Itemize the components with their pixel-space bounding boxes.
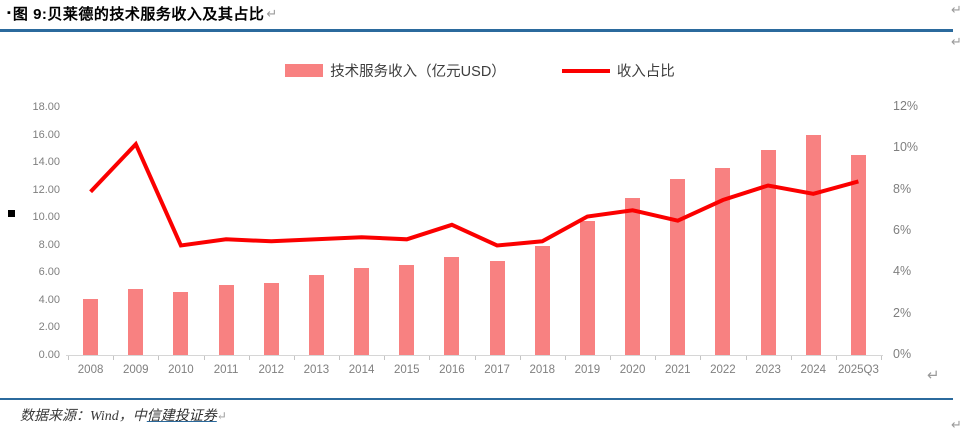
revenue-bar — [354, 268, 370, 355]
x-axis-category-label: 2020 — [619, 364, 646, 376]
figure-title-row: ▪ 图 9:贝莱德的技术服务收入及其占比 ↵ — [7, 3, 277, 24]
chart-plot-region: 18.00 16.00 14.00 12.00 10.00 8.00 6.00 4.00 2.0… — [0, 99, 960, 395]
revenue-bar — [308, 275, 324, 355]
left-axis-tick-label: 0.00 — [38, 349, 60, 361]
x-axis-tick — [68, 356, 69, 360]
x-axis-line — [66, 355, 883, 356]
legend-label: 收入占比 — [616, 64, 675, 80]
revenue-bar — [489, 261, 505, 355]
data-source-note: 数据来源：Wind，中信建投证券↵ — [20, 405, 227, 425]
revenue-bar — [715, 167, 731, 355]
revenue-bar — [670, 178, 686, 355]
x-axis-tick — [429, 356, 431, 360]
x-axis-tick — [564, 356, 566, 360]
chart-legend: 技术服务收入（亿元USD） 收入占比 — [0, 60, 960, 81]
x-axis-category-label: 2025Q3 — [837, 364, 879, 376]
paragraph-mark-icon: ↵ — [927, 367, 940, 384]
title-bullet-icon: ▪ — [7, 7, 11, 19]
right-axis-tick-label: 0% — [893, 347, 912, 361]
left-axis-tick-label: 10.00 — [32, 211, 60, 224]
x-axis-tick — [881, 356, 882, 360]
x-axis-category-label: 2014 — [348, 364, 375, 376]
revenue-bar — [218, 284, 234, 355]
left-axis-tick-label: 16.00 — [32, 128, 60, 141]
left-axis-tick-label: 14.00 — [32, 156, 60, 169]
revenue-bar — [399, 265, 415, 355]
x-axis-category-label: 2015 — [393, 364, 420, 376]
right-axis-tick-label: 4% — [893, 264, 912, 279]
x-axis-tick — [519, 356, 521, 360]
margin-square-icon — [8, 210, 15, 217]
bar-series-swatch-icon — [285, 64, 324, 77]
legend-label: 技术服务收入（亿元USD） — [330, 64, 506, 80]
paragraph-mark-icon: ↵ — [951, 418, 960, 431]
x-axis-category-label: 2024 — [800, 364, 827, 376]
revenue-bar — [263, 283, 279, 355]
x-axis-category-label: 2021 — [664, 364, 691, 376]
legend-item-ratio: 收入占比 — [561, 60, 675, 81]
left-axis-tick-label: 18.00 — [32, 101, 60, 113]
x-axis-category-label: 2022 — [710, 364, 736, 376]
right-axis-tick-label: 8% — [893, 181, 912, 196]
x-axis-category-label: 2008 — [77, 364, 104, 376]
paragraph-mark-icon: ↵ — [951, 35, 960, 48]
x-axis-tick — [384, 356, 386, 360]
x-axis-tick — [158, 356, 160, 360]
x-axis-tick — [835, 356, 837, 360]
paragraph-mark-icon: ↵ — [266, 6, 278, 21]
revenue-bar — [173, 291, 189, 355]
left-axis-tick-label: 6.00 — [38, 266, 60, 279]
x-axis-category-label: 2010 — [168, 364, 194, 376]
paragraph-mark-icon: ↵ — [216, 409, 227, 423]
revenue-bar — [805, 134, 821, 355]
legend-item-revenue: 技术服务收入（亿元USD） — [285, 60, 506, 81]
x-axis-category-label: 2019 — [574, 364, 601, 376]
revenue-bar — [444, 257, 460, 355]
x-axis-tick — [655, 356, 657, 360]
revenue-bar — [579, 221, 595, 355]
revenue-bar — [625, 197, 641, 355]
revenue-bar — [83, 298, 99, 355]
x-axis-category-label: 2017 — [484, 364, 510, 376]
revenue-bar — [760, 149, 776, 355]
x-axis-tick — [610, 356, 611, 360]
left-axis-tick-label: 12.00 — [32, 183, 60, 196]
line-series-swatch-icon — [561, 68, 610, 73]
right-axis-tick-label: 12% — [893, 99, 919, 113]
x-axis-tick — [203, 356, 205, 360]
x-axis-category-label: 2016 — [439, 364, 465, 376]
left-axis-tick-label: 2.00 — [38, 321, 60, 334]
x-axis-tick — [113, 356, 115, 360]
revenue-bar — [850, 155, 866, 355]
revenue-bar — [128, 288, 144, 355]
data-source-text: 数据来源：Wind，中 — [20, 409, 147, 424]
left-axis-tick-label: 4.00 — [38, 293, 60, 306]
x-axis-category-label: 2012 — [258, 364, 285, 376]
footer-divider-rule — [0, 398, 953, 400]
right-axis-tick-label: 6% — [893, 223, 912, 237]
ratio-line-chart — [89, 140, 859, 248]
source-hyperlink[interactable]: 信建投证券 — [146, 409, 217, 424]
x-axis-tick — [293, 356, 295, 360]
x-axis-tick — [248, 356, 250, 360]
paragraph-mark-icon: ↵ — [951, 3, 960, 16]
right-axis-tick-label: 2% — [893, 305, 912, 320]
x-axis-category-label: 2009 — [122, 364, 149, 376]
x-axis-category-label: 2011 — [213, 364, 239, 376]
ratio-line — [89, 140, 859, 248]
x-axis-tick — [745, 356, 747, 360]
title-divider-rule — [0, 29, 953, 32]
left-axis-tick-label: 8.00 — [38, 238, 60, 251]
right-axis-tick-label: 10% — [893, 140, 919, 155]
x-axis-category-label: 2013 — [303, 364, 330, 376]
x-axis-category-label: 2023 — [755, 364, 781, 376]
revenue-bar — [534, 246, 550, 355]
x-axis-category-label: 2018 — [529, 364, 556, 376]
x-axis-tick — [339, 356, 340, 360]
figure-title: 图 9:贝莱德的技术服务收入及其占比 — [12, 6, 265, 23]
x-axis-tick — [700, 356, 702, 360]
x-axis-tick — [790, 356, 792, 360]
x-axis-tick — [474, 356, 476, 360]
